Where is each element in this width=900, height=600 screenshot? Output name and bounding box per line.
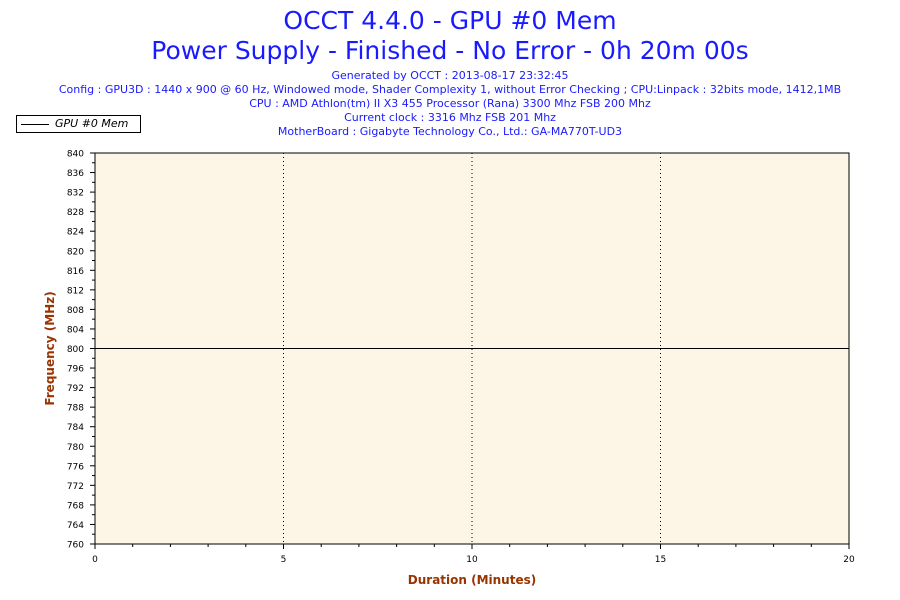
y-tick-label: 780 <box>67 443 84 453</box>
y-tick-label: 792 <box>67 384 84 394</box>
y-tick-label: 824 <box>67 228 84 238</box>
chart-title: OCCT 4.4.0 - GPU #0 Mem <box>283 6 617 35</box>
y-tick-label: 776 <box>67 462 84 472</box>
y-tick-label: 796 <box>67 365 84 375</box>
chart-subtitle: Power Supply - Finished - No Error - 0h … <box>151 36 749 65</box>
legend-entry-gpu-mem: GPU #0 Mem <box>55 117 129 130</box>
y-tick-label: 784 <box>67 423 84 433</box>
y-tick-label: 816 <box>67 267 84 277</box>
axes: 760 764 768 772 776 780 784 788 792 796 800 804 808 8… <box>67 150 855 566</box>
x-tick-label: 15 <box>655 555 666 565</box>
y-tick-label: 804 <box>67 325 84 335</box>
clock-info: Current clock : 3316 Mhz FSB 201 Mhz <box>344 111 556 124</box>
y-tick-label: 788 <box>67 404 84 414</box>
y-tick-label: 832 <box>67 189 84 199</box>
y-tick-label: 808 <box>67 306 84 316</box>
chart-legend: GPU #0 Mem <box>16 115 141 133</box>
x-axis-label: Duration (Minutes) <box>408 573 536 587</box>
y-axis-label: Frequency (MHz) <box>43 291 57 405</box>
config-info: Config : GPU3D : 1440 x 900 @ 60 Hz, Win… <box>58 83 842 96</box>
y-tick-label: 840 <box>67 150 84 160</box>
generated-info: Generated by OCCT : 2013-08-17 23:32:45 <box>331 69 569 82</box>
x-tick-label: 0 <box>92 555 98 565</box>
y-tick-label: 760 <box>67 541 84 551</box>
y-tick-label: 828 <box>67 208 84 218</box>
y-tick-label: 772 <box>67 482 84 492</box>
y-tick-label: 800 <box>67 345 84 355</box>
y-tick-label: 764 <box>67 521 84 531</box>
cpu-info: CPU : AMD Athlon(tm) II X3 455 Processor… <box>249 97 651 110</box>
x-tick-label: 10 <box>466 555 478 565</box>
y-tick-label: 812 <box>67 286 84 296</box>
x-tick-label: 5 <box>281 555 287 565</box>
motherboard-info: MotherBoard : Gigabyte Technology Co., L… <box>277 125 623 138</box>
y-tick-label: 836 <box>67 169 84 179</box>
y-tick-label: 768 <box>67 501 84 511</box>
y-tick-label: 820 <box>67 247 84 257</box>
legend-line-swatch <box>21 124 49 125</box>
x-tick-label: 20 <box>843 555 855 565</box>
